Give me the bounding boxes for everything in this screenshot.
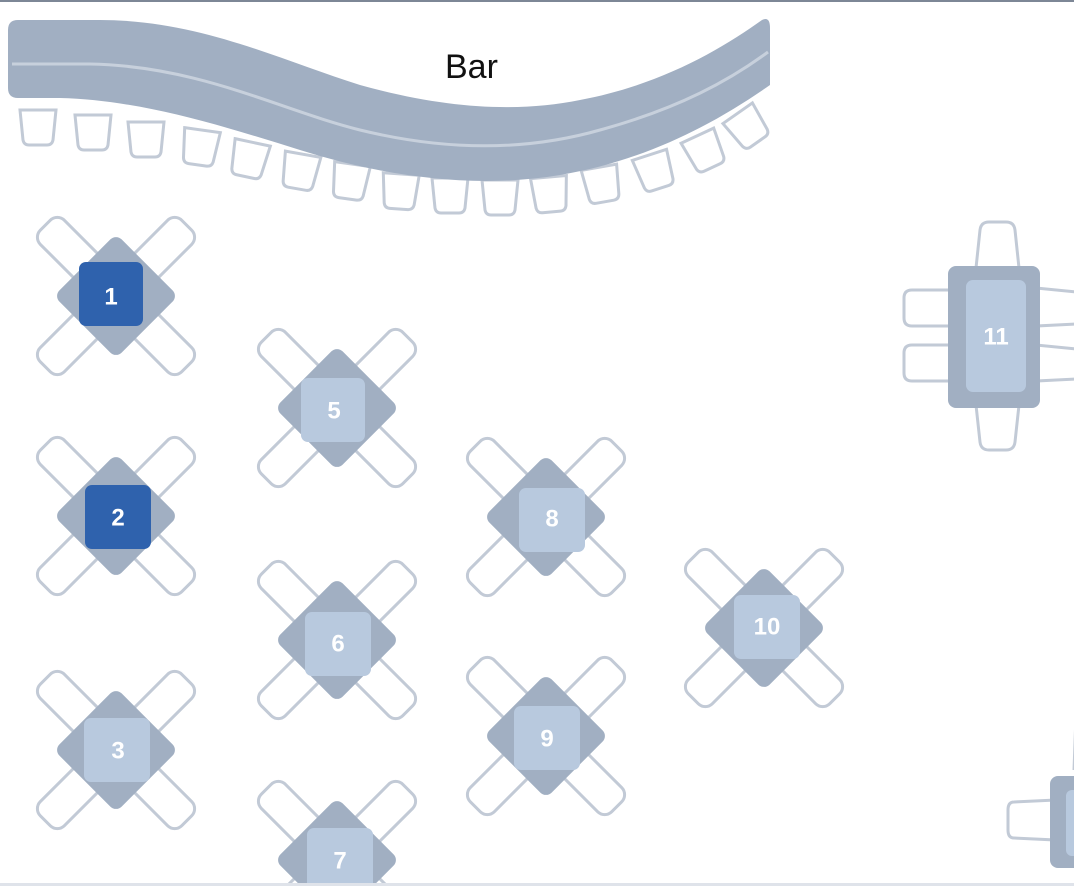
bar-stool[interactable]: [720, 100, 773, 152]
chair: [974, 220, 1021, 270]
table-number-cap: [734, 595, 800, 659]
bar-counter-edge: [12, 50, 769, 148]
table-9[interactable]: 9: [405, 595, 688, 878]
chair: [1034, 286, 1074, 328]
table-number: 10: [754, 613, 781, 640]
table-number-cap: [307, 828, 373, 886]
bar-stool[interactable]: [381, 171, 421, 212]
table-number: 6: [331, 630, 344, 657]
bar-counter-top: [8, 19, 770, 181]
chair: [902, 288, 954, 328]
bar-stool[interactable]: [630, 147, 677, 193]
table-number: 5: [327, 397, 340, 424]
table-11[interactable]: 11: [902, 220, 1074, 452]
table-8[interactable]: 8: [405, 376, 688, 659]
table-number-cap: [966, 280, 1026, 392]
bar-stool[interactable]: [528, 173, 569, 215]
table-number-cap: [301, 378, 365, 442]
chair: [974, 403, 1021, 452]
table-2[interactable]: 2: [0, 375, 257, 658]
table-1[interactable]: 1: [0, 155, 257, 438]
table-number: 7: [333, 847, 346, 874]
bottom-border: [0, 883, 1074, 886]
table-number-cap: [79, 262, 143, 326]
table-number-cap: [84, 718, 150, 782]
bar-stool[interactable]: [180, 125, 223, 168]
table-number: 11: [983, 323, 1008, 350]
table-number-cap: [85, 485, 151, 549]
bar-counter[interactable]: Bar: [8, 19, 773, 217]
bar-stool[interactable]: [480, 178, 520, 217]
chair: [902, 343, 954, 383]
table-number: 3: [111, 737, 124, 764]
bar-stool[interactable]: [330, 159, 373, 202]
table-partial-offscreen[interactable]: [1006, 716, 1074, 868]
table-number-cap: [1066, 790, 1074, 856]
bar-stool[interactable]: [18, 108, 58, 147]
table-number: 9: [540, 725, 553, 752]
bar-stool[interactable]: [430, 176, 470, 215]
table-number: 8: [545, 505, 558, 532]
bar-stool[interactable]: [279, 149, 323, 192]
table-number-cap: [305, 612, 371, 676]
bar-stool[interactable]: [126, 120, 166, 159]
chair: [1006, 798, 1058, 842]
bar-stool[interactable]: [228, 136, 273, 181]
bar-stool[interactable]: [678, 126, 728, 175]
table-3[interactable]: 3: [0, 609, 257, 886]
table-7[interactable]: 7: [196, 719, 479, 886]
table-number-cap: [514, 706, 580, 770]
bar-stool[interactable]: [73, 113, 113, 152]
top-border: [0, 0, 1074, 2]
table-number: 1: [104, 283, 117, 310]
table-5[interactable]: 5: [196, 267, 479, 550]
bar-label: Bar: [445, 48, 498, 86]
bar-stool[interactable]: [579, 162, 623, 205]
table-10[interactable]: 10: [623, 487, 906, 770]
table-number: 2: [111, 504, 124, 531]
chair: [1034, 343, 1074, 383]
table-number-cap: [519, 488, 585, 552]
table-6[interactable]: 6: [196, 499, 479, 782]
bar-stools: [18, 100, 773, 217]
